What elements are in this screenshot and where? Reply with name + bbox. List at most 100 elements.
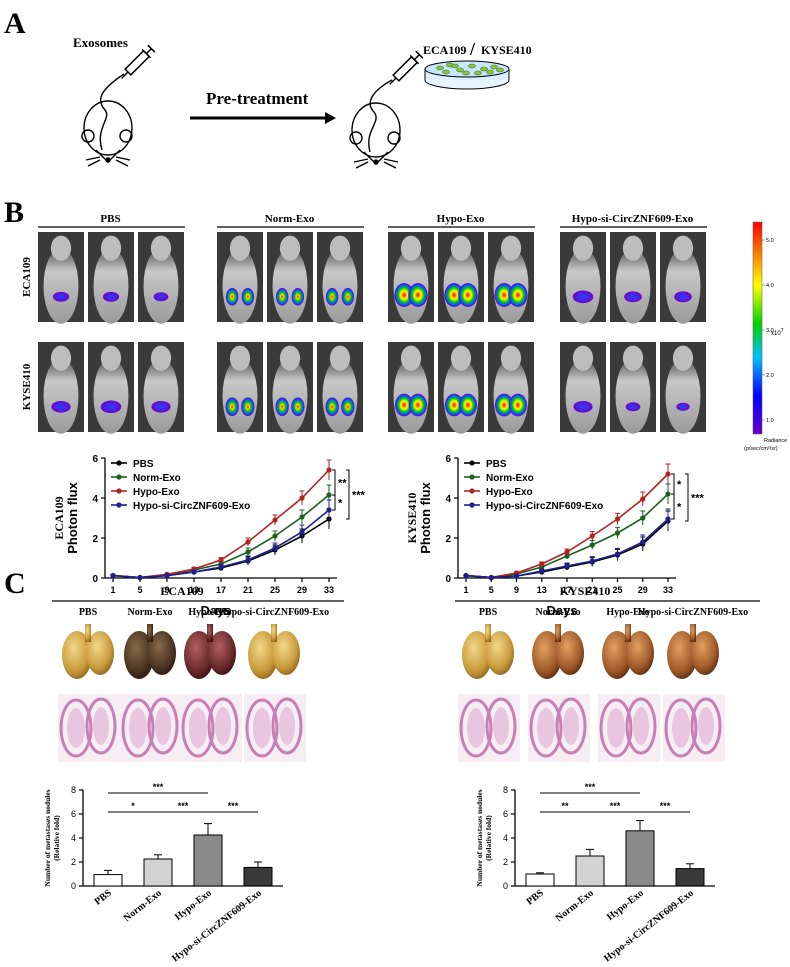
signal-spot <box>100 400 122 414</box>
significance-label: ** <box>561 801 569 811</box>
signal-spot <box>241 288 255 306</box>
lung-column-label: Hypo-si-CircZNF609-Exo <box>219 607 329 618</box>
mouse-head <box>450 235 472 261</box>
mouse-head <box>229 345 251 371</box>
signal-spot <box>572 290 594 304</box>
legend-label: Hypo-Exo <box>486 487 533 498</box>
lung-gross-image <box>532 624 584 679</box>
mouse-head <box>279 345 301 371</box>
lung-panel-title: ECA109 <box>160 584 203 598</box>
signal-spot <box>102 291 120 302</box>
cell-icon <box>468 63 476 69</box>
x-tick-label: 21 <box>587 585 597 595</box>
y-axis-label-line1: KYSE410 <box>405 493 419 544</box>
data-point <box>589 542 595 548</box>
data-point <box>665 516 671 522</box>
data-point <box>137 575 143 581</box>
lung-column-label: Hypo-si-CircZNF609-Exo <box>638 607 748 618</box>
signal-spot <box>325 288 339 306</box>
signal-spot <box>151 400 171 413</box>
bar <box>675 868 705 887</box>
legend-marker <box>116 502 122 508</box>
legend-marker <box>469 502 475 508</box>
signal-spot <box>494 393 514 417</box>
bar <box>143 858 173 887</box>
mouse-image <box>665 358 701 434</box>
colorbar-tick-label: 4.0 <box>766 283 774 289</box>
signal-spot <box>494 283 514 307</box>
x-tick-label: 29 <box>297 585 307 595</box>
schematic: Exosomes Pre-treatment <box>73 35 532 169</box>
data-point <box>299 514 305 520</box>
bar-chart-eca109: 0 2 4 6 8 Number of metastases nodules (Relati… <box>43 782 283 964</box>
lung-gross-image <box>462 624 514 679</box>
y-tick-label: 2 <box>503 857 508 867</box>
data-point <box>326 492 332 498</box>
data-point <box>640 496 646 502</box>
y-tick-label: 0 <box>71 881 76 891</box>
mouse-image <box>43 248 79 324</box>
cell-icon <box>436 65 444 71</box>
data-point <box>463 573 469 579</box>
significance-bracket <box>685 473 689 522</box>
colorbar-unit-2: (p/sec/cm²/sr) <box>744 446 778 452</box>
bar <box>243 866 273 887</box>
y-axis-label-line2: Photon flux <box>418 481 433 553</box>
mouse-head <box>229 235 251 261</box>
significance-label: * <box>677 479 682 491</box>
signal-spot <box>458 393 478 417</box>
y-tick-label: 0 <box>445 574 451 585</box>
legend-label: Hypo-Exo <box>133 487 180 498</box>
lung-column-label: Hypo-Exo <box>606 607 649 618</box>
x-tick-label: 33 <box>663 585 673 595</box>
y-tick-label: 6 <box>445 454 451 465</box>
mouse-head <box>50 345 72 371</box>
mouse-head <box>450 345 472 371</box>
imaging-group-label: Hypo-Exo <box>437 213 485 225</box>
signal-spot <box>408 393 428 417</box>
x-tick-label: 5 <box>489 585 494 595</box>
data-point <box>245 557 251 563</box>
signal-spot <box>444 393 464 417</box>
syringe-icon-2 <box>389 50 424 85</box>
y-tick-label: 6 <box>503 809 508 819</box>
bar <box>93 874 123 887</box>
mouse-head <box>572 345 594 371</box>
signal-spot <box>508 283 528 307</box>
significance-label: *** <box>691 493 705 505</box>
mouse-head <box>500 235 522 261</box>
significance-bracket <box>332 494 336 511</box>
mouse-icon-2 <box>349 79 401 169</box>
panel-label-a: A <box>4 7 26 40</box>
data-point <box>272 533 278 539</box>
significance-bracket <box>671 493 675 520</box>
significance-label: *** <box>228 801 239 811</box>
mouse-head <box>400 345 422 371</box>
data-point <box>589 558 595 564</box>
significance-label: *** <box>610 801 621 811</box>
data-point <box>589 533 595 539</box>
legend-label: Norm-Exo <box>486 473 534 484</box>
data-point <box>326 507 332 513</box>
category-label: Hypo-si-CircZNF609-Exo <box>602 888 696 965</box>
category-label: Hypo-Exo <box>605 888 646 923</box>
data-point <box>191 569 197 575</box>
legend-label: Hypo-si-CircZNF609-Exo <box>133 501 250 512</box>
category-label: Hypo-si-CircZNF609-Exo <box>170 888 264 965</box>
signal-spot <box>52 291 70 302</box>
lung-gross-image <box>248 624 300 679</box>
mouse-head <box>500 345 522 371</box>
mouse-head <box>329 345 351 371</box>
radiance-colorbar: 5.0 4.0 3.0 2.0 1.0 x107 Radiance (p/sec/cm²… <box>744 221 787 452</box>
cell-icon <box>490 64 498 70</box>
y-tick-label: 0 <box>92 574 98 585</box>
legend-marker <box>116 488 122 494</box>
signal-spot <box>341 288 355 306</box>
lung-he-image <box>458 694 520 762</box>
x-tick-label: 5 <box>137 585 142 595</box>
signal-spot <box>674 291 692 303</box>
colorbar-exponent: x107 <box>771 328 784 337</box>
cell-icon <box>442 69 450 75</box>
y-tick-label: 6 <box>92 454 98 465</box>
signal-spot <box>625 402 641 412</box>
